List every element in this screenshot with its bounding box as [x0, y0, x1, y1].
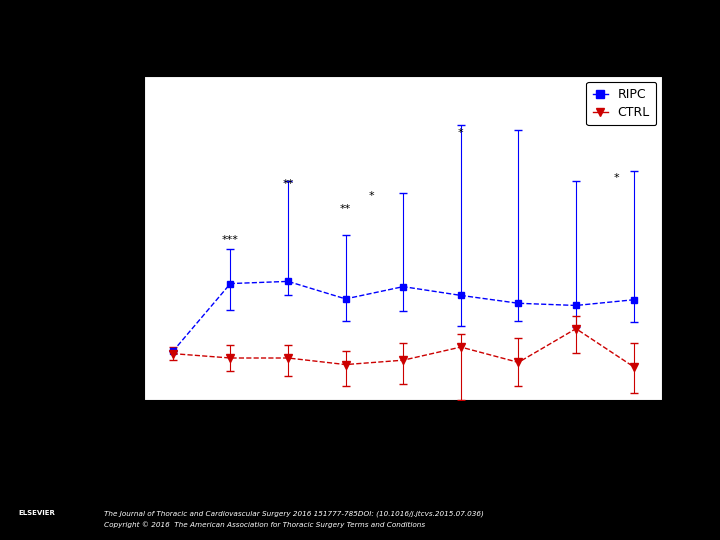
Text: **: ** [282, 179, 294, 190]
Text: Copyright © 2016  The American Association for Thoracic Surgery Terms and Condit: Copyright © 2016 The American Associatio… [104, 521, 426, 528]
Text: *: * [369, 191, 374, 201]
Text: *: * [458, 128, 464, 138]
Text: ***: *** [222, 235, 239, 246]
Text: *: * [613, 173, 619, 183]
Text: ELSEVIER: ELSEVIER [18, 510, 55, 516]
Y-axis label: Percentage change (%): Percentage change (%) [90, 164, 103, 311]
Legend: RIPC, CTRL: RIPC, CTRL [586, 82, 656, 125]
Text: **: ** [340, 204, 351, 213]
Text: The Journal of Thoracic and Cardiovascular Surgery 2016 151777-785DOI: (10.1016/: The Journal of Thoracic and Cardiovascul… [104, 510, 485, 517]
Text: Figure 3: Figure 3 [332, 24, 388, 38]
